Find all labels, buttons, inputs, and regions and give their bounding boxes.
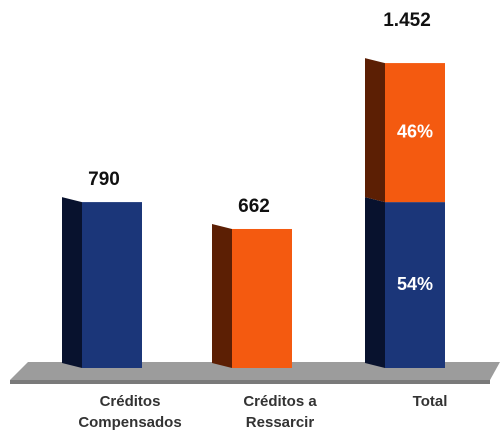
value-label: 1.452 (383, 10, 431, 31)
x-tick-label: Total (413, 393, 448, 410)
bar-segment-side (365, 58, 385, 203)
value-label: 662 (238, 196, 270, 217)
x-tick-label: Créditos (100, 393, 161, 410)
share-label: 46% (397, 121, 433, 141)
bar (232, 228, 292, 368)
value-label: 790 (88, 169, 120, 190)
bar (82, 202, 142, 368)
x-tick-label: Créditos a (243, 393, 317, 410)
share-label: 54% (397, 274, 433, 294)
bar-segment (385, 63, 445, 203)
x-tick-label: Ressarcir (246, 414, 315, 431)
bar-side (62, 197, 82, 368)
bar-segment-side (365, 197, 385, 368)
bar-side (212, 223, 232, 368)
floor-edge (10, 380, 490, 384)
x-tick-label: Compensados (78, 414, 181, 431)
bar-segment (385, 202, 445, 368)
